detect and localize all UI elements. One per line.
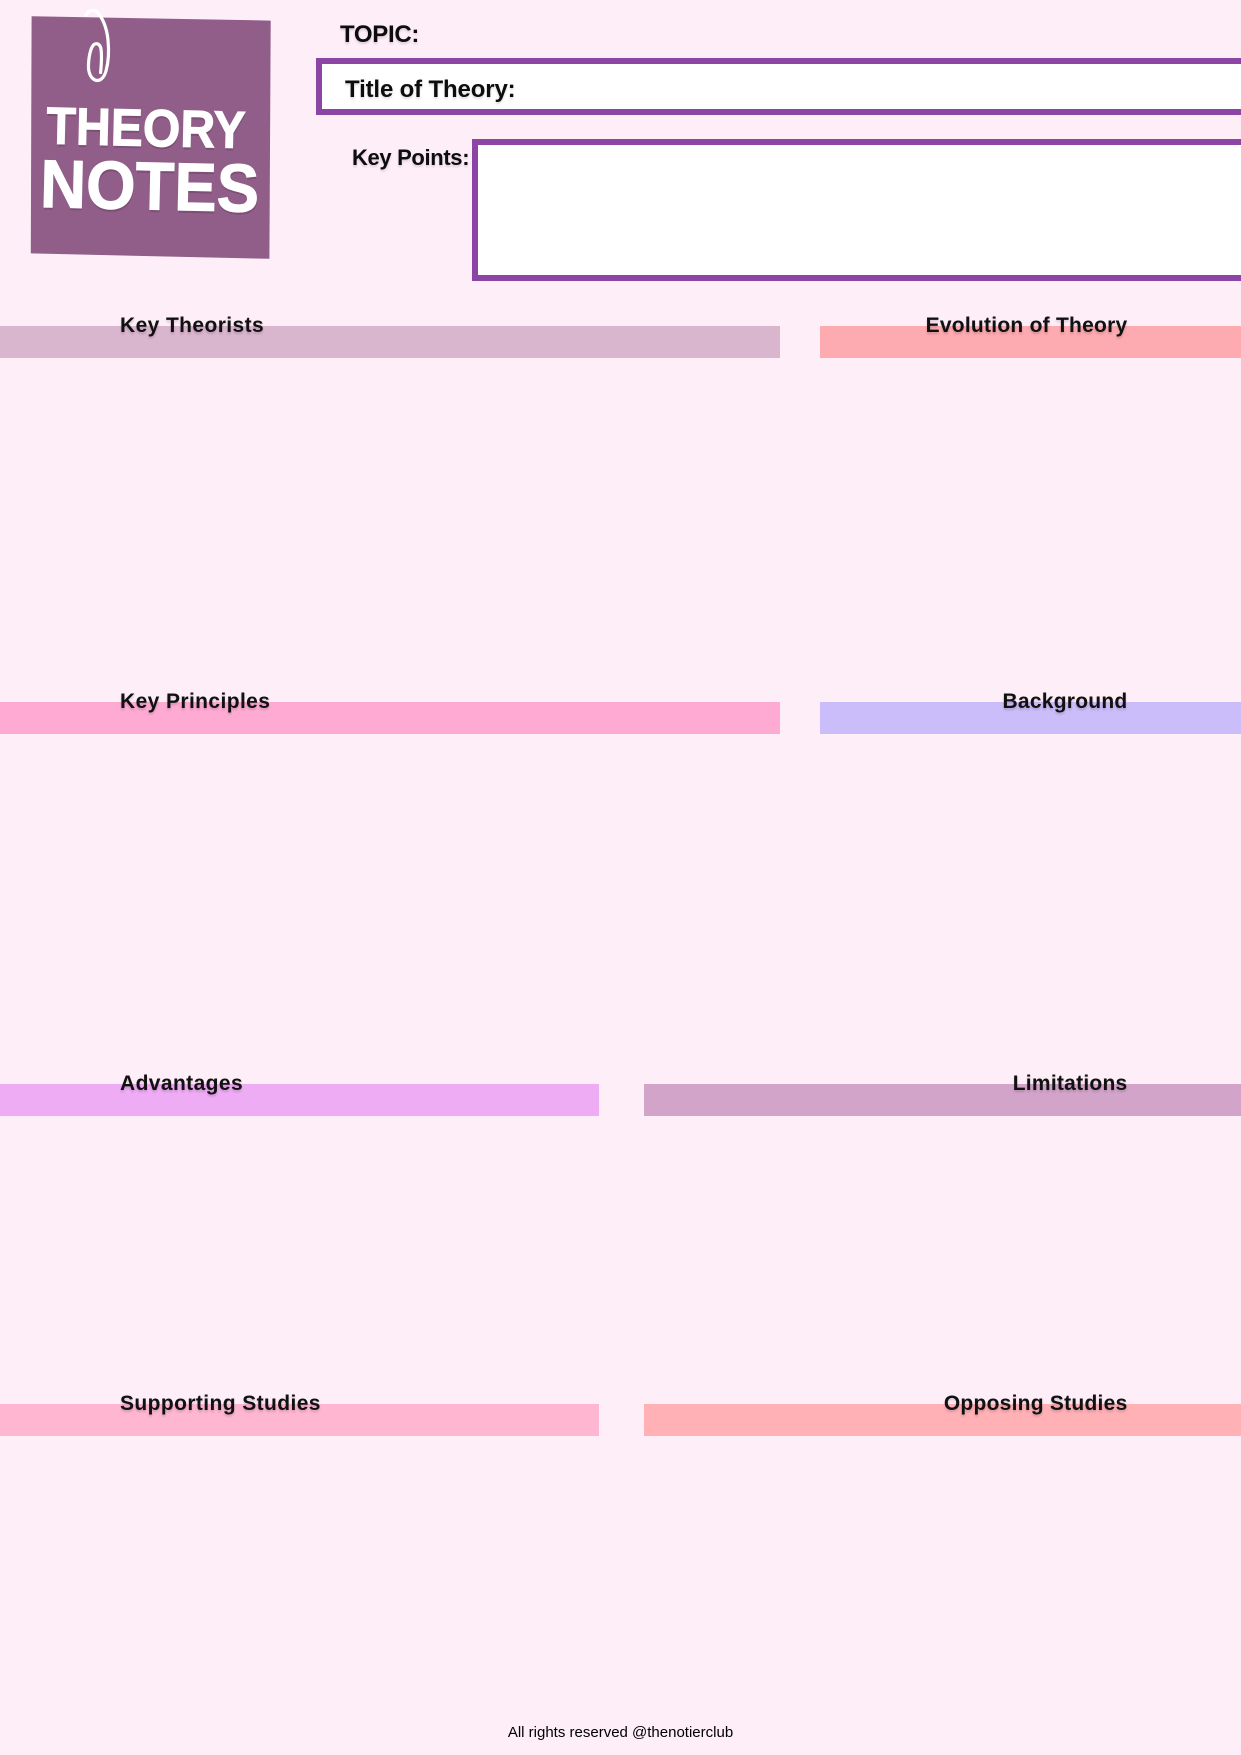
svg-text:NOTES: NOTES	[40, 149, 261, 230]
svg-text:THEORY: THEORY	[46, 99, 246, 162]
svg-text:NOTES: NOTES	[39, 146, 260, 227]
svg-text:THEORY: THEORY	[46, 97, 246, 160]
